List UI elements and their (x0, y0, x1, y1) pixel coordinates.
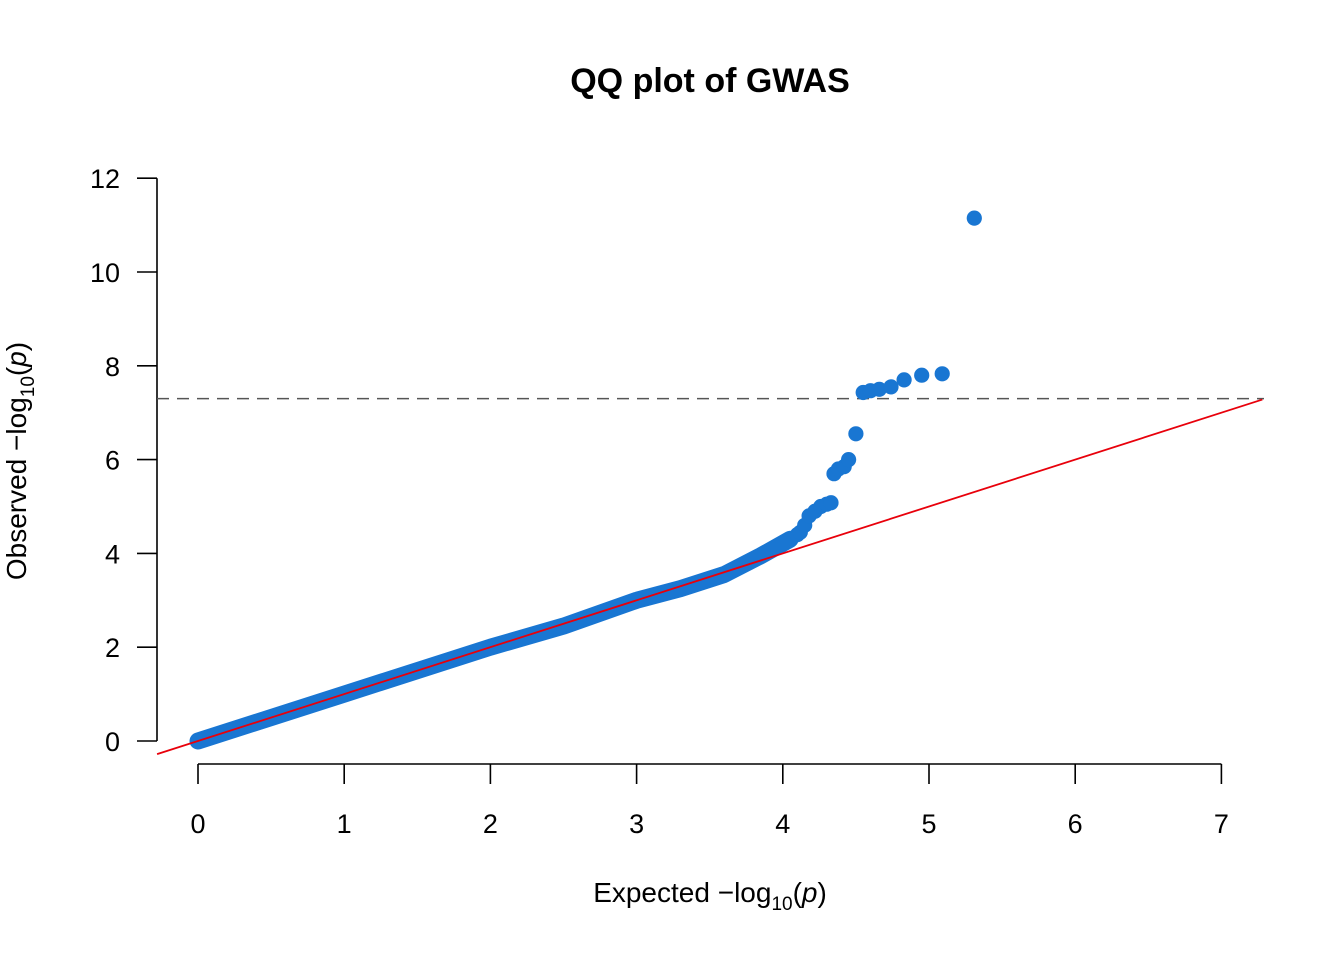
x-tick-label: 3 (629, 809, 644, 839)
data-points (789, 210, 982, 543)
y-tick-label: 2 (105, 633, 120, 663)
x-label-close: ) (817, 877, 826, 908)
data-point (823, 495, 839, 511)
data-point (848, 426, 864, 442)
data-point (896, 372, 912, 388)
y-label-prefix: Observed −log (1, 397, 32, 580)
y-label-open: ( (1, 366, 32, 376)
data-point (841, 452, 857, 468)
data-point (914, 367, 930, 383)
x-label-prefix: Expected −log (593, 877, 771, 908)
x-tick-label: 1 (337, 809, 352, 839)
x-tick-label: 7 (1214, 809, 1229, 839)
y-tick-label: 10 (90, 258, 120, 288)
data-point (883, 379, 899, 395)
x-axis: 0 1 2 3 4 5 6 7 (190, 763, 1229, 839)
bulk-point-band (189, 530, 799, 750)
x-tick-label: 2 (483, 809, 498, 839)
data-point (934, 366, 950, 382)
reference-line (156, 398, 1263, 755)
y-tick-label: 4 (105, 539, 120, 569)
x-label-subscript: 10 (771, 894, 792, 915)
x-label-var: p (801, 877, 818, 908)
chart-title: QQ plot of GWAS (570, 62, 850, 100)
bulk-points (189, 530, 799, 750)
y-axis: 0 2 4 6 8 10 12 (90, 164, 158, 757)
data-point (966, 210, 982, 226)
x-tick-label: 4 (775, 809, 790, 839)
y-tick-label: 0 (105, 727, 120, 757)
y-tick-label: 12 (90, 164, 120, 194)
x-label-open: ( (793, 877, 803, 908)
y-tick-label: 8 (105, 352, 120, 382)
x-tick-label: 6 (1068, 809, 1083, 839)
y-label-var: p (1, 351, 32, 368)
x-tick-label: 5 (921, 809, 936, 839)
x-axis-label: Expected −log10(p) (593, 877, 827, 915)
y-label-close: ) (1, 342, 32, 351)
y-label-subscript: 10 (18, 376, 39, 397)
y-tick-label: 6 (105, 446, 120, 476)
data-point (871, 381, 887, 397)
x-tick-label: 0 (190, 809, 205, 839)
y-axis-label: Observed −log10(p) (1, 342, 39, 580)
